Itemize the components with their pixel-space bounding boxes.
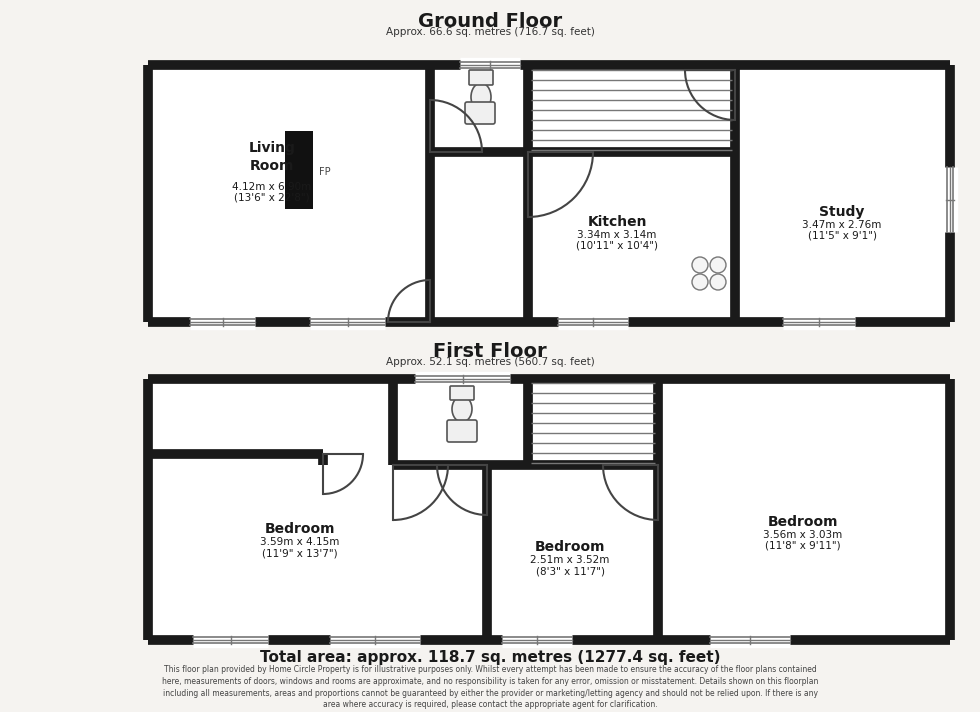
Text: Bedroom: Bedroom	[265, 522, 335, 536]
Text: FP: FP	[319, 167, 331, 177]
Text: Total area: approx. 118.7 sq. metres (1277.4 sq. feet): Total area: approx. 118.7 sq. metres (12…	[260, 650, 720, 665]
FancyBboxPatch shape	[469, 70, 493, 85]
Text: (11'9" x 13'7"): (11'9" x 13'7")	[263, 548, 338, 558]
Text: This floor plan provided by Home Circle Property is for illustrative purposes on: This floor plan provided by Home Circle …	[162, 665, 818, 712]
Bar	[148, 379, 950, 640]
Text: Approx. 52.1 sq. metres (560.7 sq. feet): Approx. 52.1 sq. metres (560.7 sq. feet)	[385, 357, 595, 367]
Bar	[148, 65, 950, 322]
FancyBboxPatch shape	[465, 102, 495, 124]
Text: Bedroom: Bedroom	[767, 515, 838, 529]
Text: 4.12m x 6.90m: 4.12m x 6.90m	[232, 182, 312, 192]
Text: 3.56m x 3.03m: 3.56m x 3.03m	[763, 530, 843, 540]
Text: (13'6" x 22'8"): (13'6" x 22'8")	[234, 193, 310, 203]
Text: 3.47m x 2.76m: 3.47m x 2.76m	[803, 220, 882, 230]
Text: First Floor: First Floor	[433, 342, 547, 361]
Circle shape	[692, 257, 708, 273]
Text: Ground Floor: Ground Floor	[417, 12, 563, 31]
Circle shape	[692, 274, 708, 290]
Text: Living
Room: Living Room	[249, 142, 295, 172]
Circle shape	[710, 274, 726, 290]
Text: Approx. 66.6 sq. metres (716.7 sq. feet): Approx. 66.6 sq. metres (716.7 sq. feet)	[385, 27, 595, 37]
Bar	[285, 131, 313, 209]
Text: 2.51m x 3.52m: 2.51m x 3.52m	[530, 555, 610, 565]
Text: (11'5" x 9'1"): (11'5" x 9'1")	[808, 231, 876, 241]
Text: Bedroom: Bedroom	[535, 540, 606, 554]
Text: Kitchen: Kitchen	[587, 215, 647, 229]
FancyBboxPatch shape	[447, 420, 477, 442]
Ellipse shape	[471, 83, 491, 111]
Text: (10'11" x 10'4"): (10'11" x 10'4")	[576, 241, 658, 251]
Text: (11'8" x 9'11"): (11'8" x 9'11")	[765, 541, 841, 551]
FancyBboxPatch shape	[450, 386, 474, 400]
Text: (8'3" x 11'7"): (8'3" x 11'7")	[535, 566, 605, 576]
Text: 3.59m x 4.15m: 3.59m x 4.15m	[261, 537, 340, 547]
Text: Study: Study	[819, 205, 864, 219]
Circle shape	[710, 257, 726, 273]
Text: 3.34m x 3.14m: 3.34m x 3.14m	[577, 230, 657, 240]
Ellipse shape	[452, 396, 472, 422]
